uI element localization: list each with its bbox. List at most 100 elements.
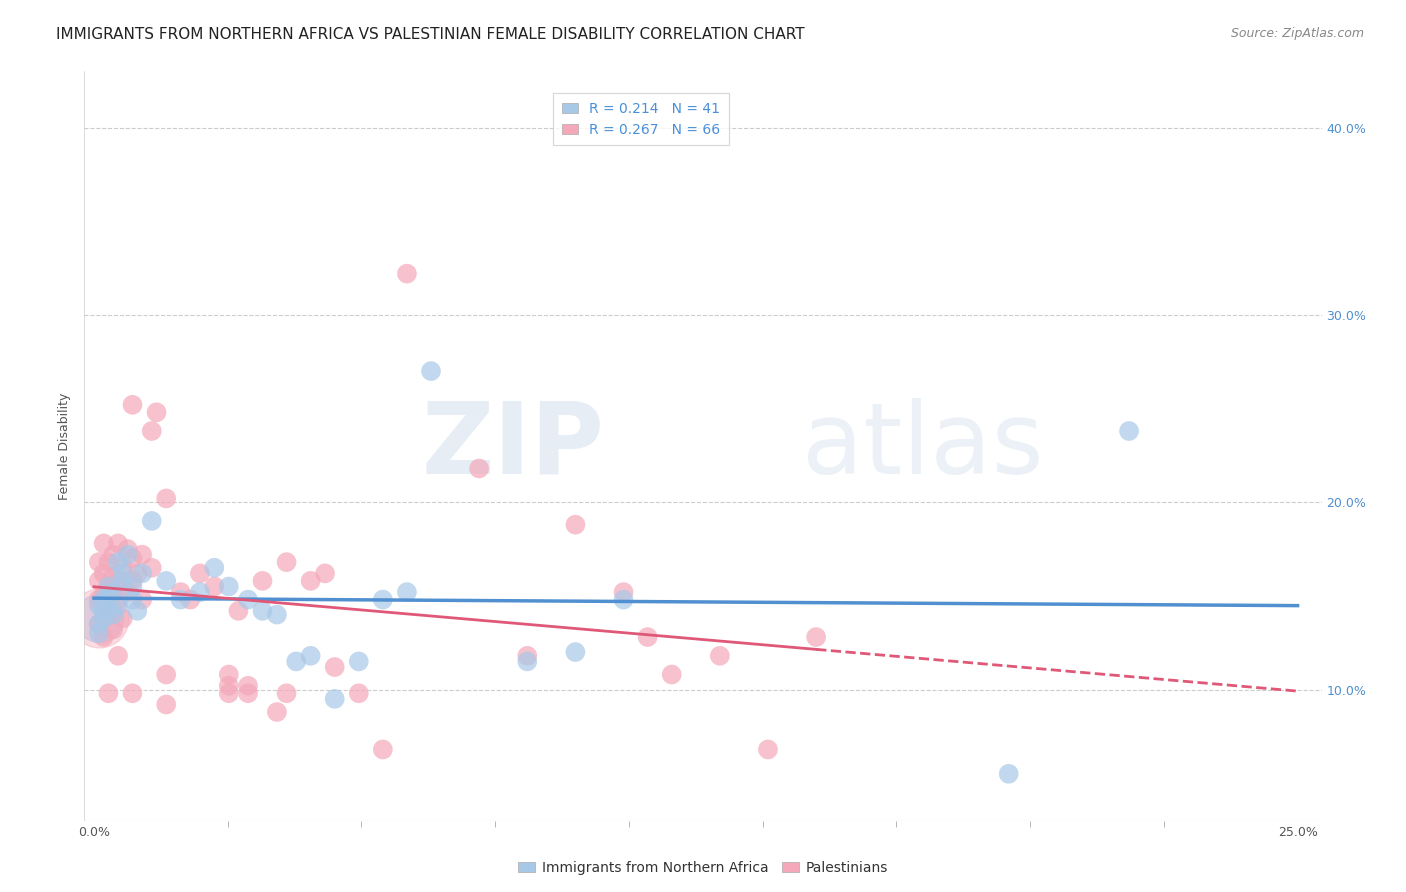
Point: [299, 648, 322, 663]
Point: [155, 491, 177, 506]
Text: ZIP: ZIP: [422, 398, 605, 494]
Point: [87, 592, 110, 607]
Point: [169, 592, 191, 607]
Point: [347, 655, 370, 669]
Point: [87, 611, 110, 625]
Point: [121, 592, 143, 607]
Point: [121, 551, 143, 566]
Point: [155, 667, 177, 681]
Point: [103, 570, 125, 584]
Point: [131, 566, 153, 581]
Point: [236, 679, 259, 693]
Point: [252, 574, 274, 588]
Point: [218, 580, 240, 594]
Point: [117, 585, 139, 599]
Point: [314, 566, 336, 581]
Point: [371, 742, 394, 756]
Point: [107, 599, 129, 613]
Point: [299, 574, 322, 588]
Point: [93, 630, 115, 644]
Point: [661, 667, 683, 681]
Point: [103, 548, 125, 562]
Point: [395, 585, 418, 599]
Y-axis label: Female Disability: Female Disability: [58, 392, 72, 500]
Point: [87, 599, 110, 613]
Point: [516, 648, 538, 663]
Point: [218, 686, 240, 700]
Point: [236, 592, 259, 607]
Point: [155, 698, 177, 712]
Point: [103, 623, 125, 637]
Point: [613, 592, 636, 607]
Point: [516, 655, 538, 669]
Point: [468, 461, 491, 475]
Point: [141, 561, 163, 575]
Point: [131, 592, 153, 607]
Point: [613, 585, 636, 599]
Point: [111, 574, 134, 588]
Point: [97, 686, 120, 700]
Point: [111, 566, 134, 581]
Point: [145, 405, 167, 419]
Point: [1118, 424, 1140, 438]
Point: [276, 686, 298, 700]
Point: [997, 767, 1019, 781]
Point: [93, 611, 115, 625]
Point: [266, 607, 288, 622]
Point: [87, 574, 110, 588]
Point: [285, 655, 308, 669]
Text: Source: ZipAtlas.com: Source: ZipAtlas.com: [1230, 27, 1364, 40]
Point: [107, 648, 129, 663]
Point: [111, 611, 134, 625]
Point: [93, 536, 115, 550]
Point: [97, 589, 120, 603]
Point: [121, 580, 143, 594]
Point: [97, 607, 120, 622]
Point: [188, 585, 211, 599]
Point: [103, 607, 125, 622]
Point: [127, 566, 149, 581]
Point: [107, 574, 129, 588]
Legend: Immigrants from Northern Africa, Palestinians: Immigrants from Northern Africa, Palesti…: [512, 855, 894, 880]
Point: [371, 592, 394, 607]
Point: [155, 574, 177, 588]
Point: [218, 667, 240, 681]
Point: [141, 424, 163, 438]
Point: [131, 548, 153, 562]
Point: [709, 648, 731, 663]
Point: [276, 555, 298, 569]
Point: [236, 686, 259, 700]
Point: [93, 566, 115, 581]
Point: [117, 548, 139, 562]
Point: [347, 686, 370, 700]
Point: [107, 555, 129, 569]
Point: [564, 645, 586, 659]
Point: [266, 705, 288, 719]
Point: [87, 617, 110, 632]
Point: [228, 604, 250, 618]
Point: [103, 585, 125, 599]
Point: [804, 630, 827, 644]
Point: [93, 589, 115, 603]
Point: [87, 611, 110, 625]
Point: [93, 604, 115, 618]
Point: [93, 592, 115, 607]
Point: [121, 574, 143, 588]
Point: [111, 561, 134, 575]
Point: [87, 555, 110, 569]
Point: [218, 679, 240, 693]
Point: [87, 626, 110, 640]
Text: IMMIGRANTS FROM NORTHERN AFRICA VS PALESTINIAN FEMALE DISABILITY CORRELATION CHA: IMMIGRANTS FROM NORTHERN AFRICA VS PALES…: [56, 27, 804, 42]
Point: [169, 585, 191, 599]
Point: [121, 686, 143, 700]
Point: [121, 398, 143, 412]
Point: [97, 580, 120, 594]
Point: [97, 602, 120, 616]
Point: [107, 536, 129, 550]
Point: [117, 542, 139, 557]
Point: [97, 580, 120, 594]
Point: [202, 580, 225, 594]
Point: [127, 604, 149, 618]
Point: [395, 267, 418, 281]
Point: [103, 585, 125, 599]
